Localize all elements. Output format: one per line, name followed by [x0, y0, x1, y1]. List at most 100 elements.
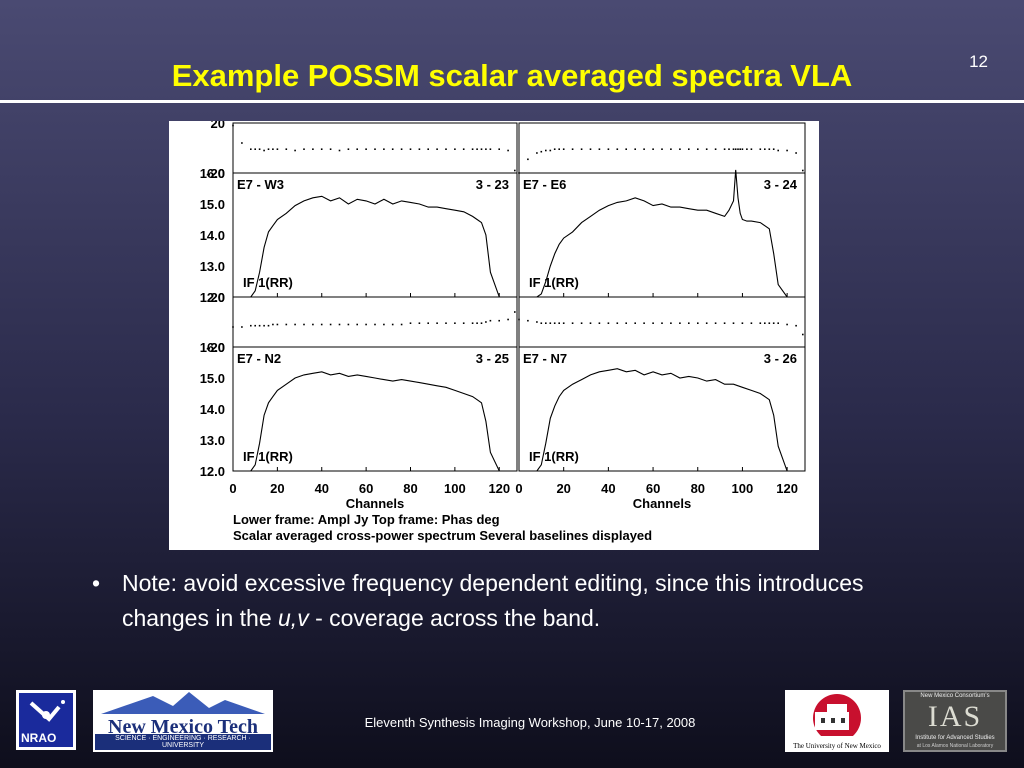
phase-point — [254, 324, 256, 327]
nrao-logo-mark: NRAO — [19, 693, 73, 747]
phase-point — [514, 169, 516, 172]
phase-point — [241, 142, 243, 144]
phase-point — [540, 322, 543, 324]
phase-point — [739, 148, 741, 150]
baseline-label: E7 - W3 — [237, 177, 284, 192]
phase-point — [514, 311, 516, 313]
phase-point — [634, 148, 636, 150]
phase-point — [445, 148, 447, 150]
phase-point — [688, 322, 690, 324]
phase-point — [772, 148, 775, 150]
baseline-label: E7 - N2 — [237, 351, 281, 366]
phase-point — [768, 322, 771, 324]
ias-subtitle: at Los Alamos National Laboratory — [916, 743, 994, 749]
phase-point — [454, 322, 456, 324]
new-mexico-tech-logo: New Mexico Tech SCIENCE · ENGINEERING · … — [93, 690, 273, 752]
x-tick-label: 80 — [403, 481, 417, 496]
possm-chart: E7 - W3 3 - 23 IF 1(RR) E7 - E6 3 - 24 IF 1(R… — [200, 121, 806, 543]
phase-point — [714, 148, 717, 150]
amplitude-series-line — [233, 195, 515, 298]
note-text: Note: avoid excessive frequency dependen… — [122, 566, 952, 636]
baseline-label: E7 - N7 — [523, 351, 567, 366]
phase-point — [303, 148, 305, 150]
phase-point — [241, 326, 243, 328]
phase-point — [589, 148, 592, 150]
amplitude-tick-label: 12.0 — [200, 464, 225, 479]
phase-frame — [518, 122, 806, 174]
phase-point — [383, 323, 385, 326]
phase-point — [303, 323, 305, 326]
phase-point — [616, 322, 619, 324]
phase-point — [777, 322, 779, 324]
phase-tick-label: -20 — [206, 340, 225, 355]
phase-point — [507, 318, 509, 321]
phase-point — [558, 148, 560, 150]
phase-point — [562, 322, 565, 324]
phase-point — [741, 148, 744, 150]
phase-point — [347, 323, 350, 326]
possm-figure: E7 - W3 3 - 23 IF 1(RR) E7 - E6 3 - 24 IF 1(R… — [169, 121, 819, 550]
phase-point — [391, 323, 394, 326]
note-text-uv: u,v — [278, 605, 309, 631]
phase-point — [320, 148, 323, 150]
x-tick-label: 20 — [556, 481, 570, 496]
if-label: IF 1(RR) — [529, 449, 579, 464]
phase-point — [276, 323, 279, 326]
x-tick-label: 40 — [601, 481, 615, 496]
amplitude-series-line — [233, 371, 515, 472]
phase-point — [802, 333, 804, 336]
amplitude-series-line — [519, 368, 803, 472]
phase-point — [802, 169, 804, 172]
phase-point — [409, 322, 412, 324]
phase-point — [580, 148, 583, 150]
phase-point — [723, 148, 726, 150]
phase-point — [625, 148, 627, 150]
amplitude-frame — [518, 346, 806, 472]
phase-point — [607, 148, 610, 150]
phase-point — [374, 148, 376, 150]
unm-building-icon — [813, 694, 861, 736]
phase-point — [697, 148, 699, 150]
phase-point — [329, 323, 332, 326]
phase-point — [365, 323, 367, 326]
phase-point — [764, 322, 766, 324]
phase-point — [294, 323, 296, 326]
phase-point — [272, 148, 274, 150]
phase-point — [329, 148, 332, 150]
amplitude-tick-label: 15.0 — [200, 371, 225, 386]
phase-point — [737, 148, 739, 150]
phase-point — [536, 152, 538, 154]
phase-point — [759, 322, 762, 324]
phase-point — [679, 148, 681, 150]
phase-point — [643, 322, 645, 324]
phase-frame — [232, 122, 518, 174]
phase-point — [795, 152, 797, 154]
phase-point — [356, 323, 358, 326]
phase-point — [312, 148, 314, 150]
unm-logo: The University of New Mexico — [785, 690, 889, 752]
phase-point — [741, 322, 744, 324]
phase-point — [661, 148, 663, 150]
phase-point — [750, 148, 753, 150]
x-tick-label: 120 — [488, 481, 510, 496]
phase-point — [732, 322, 735, 324]
x-axis-title: Channels — [633, 496, 692, 511]
x-tick-label: 80 — [691, 481, 705, 496]
phase-point — [536, 321, 538, 323]
phase-point — [489, 148, 492, 150]
title-divider — [0, 100, 1024, 103]
phase-point — [427, 148, 429, 150]
phase-point — [705, 148, 708, 150]
phase-point — [409, 148, 412, 150]
phase-point — [643, 148, 645, 150]
nmt-tagline: SCIENCE · ENGINEERING · RESEARCH · UNIVE… — [95, 734, 271, 750]
x-tick-label: 100 — [444, 481, 466, 496]
note-bullet: • Note: avoid excessive frequency depend… — [92, 566, 952, 636]
if-label: IF 1(RR) — [243, 449, 293, 464]
phase-point — [485, 321, 487, 323]
antenna-label: 3 - 26 — [764, 351, 797, 366]
x-axis-title: Channels — [346, 496, 405, 511]
phase-point — [462, 148, 465, 150]
phase-point — [498, 319, 500, 322]
phase-point — [589, 322, 592, 324]
